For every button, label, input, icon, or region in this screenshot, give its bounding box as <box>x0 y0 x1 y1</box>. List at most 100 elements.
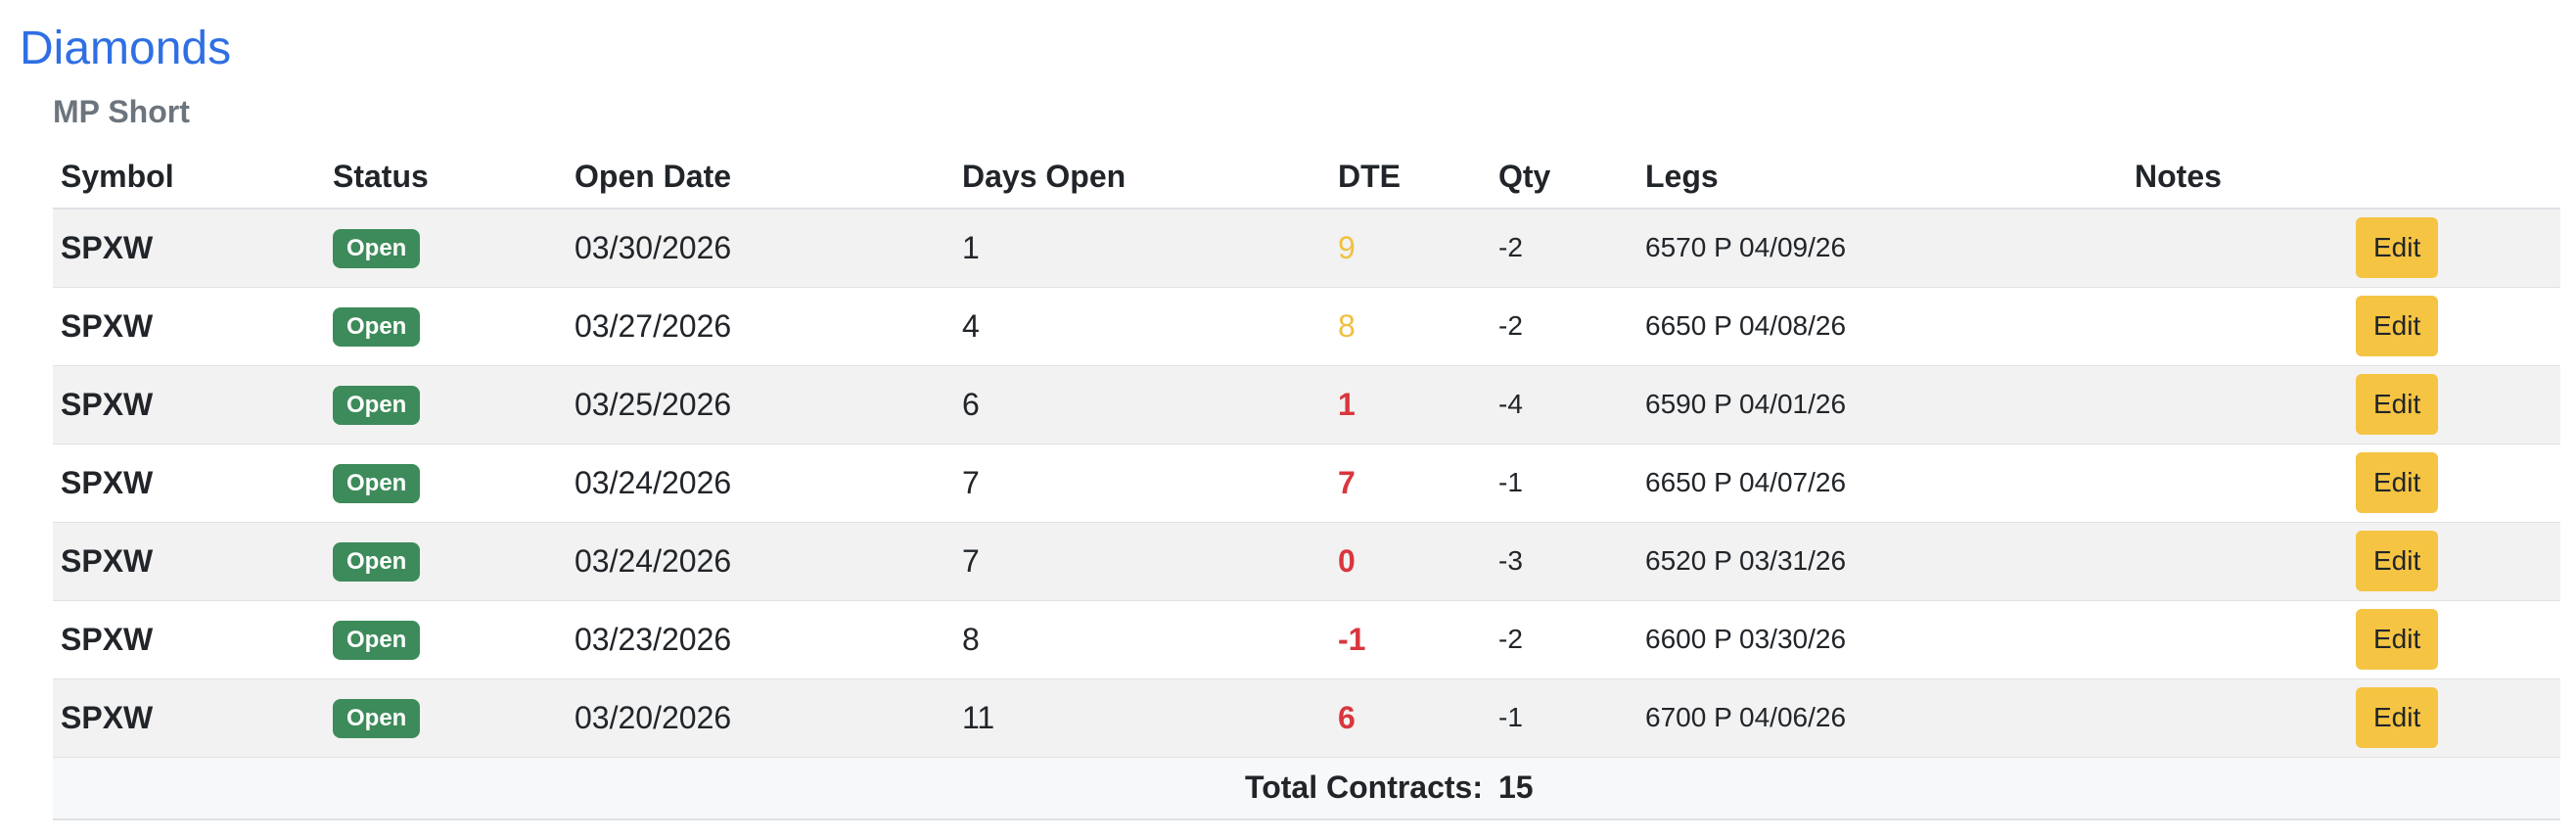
status-cell: Open <box>325 443 567 522</box>
dte-cell: 9 <box>1330 209 1491 287</box>
notes-cell <box>2127 365 2323 443</box>
edit-button[interactable]: Edit <box>2356 452 2439 513</box>
qty-cell: -2 <box>1498 624 1523 654</box>
table-row: SPXW Open 03/25/2026 6 1 -4 6590 P 04/01/26 Edi… <box>53 365 2560 443</box>
status-cell: Open <box>325 287 567 365</box>
symbol-cell: SPXW <box>61 307 154 344</box>
dte-cell: 1 <box>1330 365 1491 443</box>
legs-cell: 6700 P 04/06/26 <box>1645 702 1847 732</box>
open-date-cell: 03/23/2026 <box>575 621 732 657</box>
dte-cell: -1 <box>1330 600 1491 678</box>
column-header-days-open: Days Open <box>954 145 1330 210</box>
status-cell: Open <box>325 522 567 600</box>
column-header-dte: DTE <box>1330 145 1491 210</box>
dte-cell: 6 <box>1330 678 1491 757</box>
dte-value: 6 <box>1338 699 1356 735</box>
days-open-cell: 8 <box>962 621 980 657</box>
dte-value: 8 <box>1338 307 1356 344</box>
qty-cell: -4 <box>1498 389 1523 419</box>
status-cell: Open <box>325 678 567 757</box>
action-cell: Edit <box>2323 209 2560 287</box>
legs-cell: 6570 P 04/09/26 <box>1645 232 1847 263</box>
dte-value: 7 <box>1338 464 1356 500</box>
open-date-cell: 03/20/2026 <box>575 699 732 735</box>
legs-cell: 6650 P 04/08/26 <box>1645 310 1847 341</box>
qty-cell: -2 <box>1498 232 1523 263</box>
column-header-qty: Qty <box>1491 145 1637 210</box>
symbol-cell: SPXW <box>61 229 154 265</box>
edit-button[interactable]: Edit <box>2356 296 2439 356</box>
column-header-status: Status <box>325 145 567 210</box>
column-header-symbol: Symbol <box>53 145 325 210</box>
status-badge: Open <box>333 307 421 347</box>
edit-button[interactable]: Edit <box>2356 609 2439 670</box>
open-date-cell: 03/25/2026 <box>575 386 732 422</box>
days-open-cell: 1 <box>962 229 980 265</box>
open-date-cell: 03/24/2026 <box>575 542 732 579</box>
symbol-cell: SPXW <box>61 621 154 657</box>
action-cell: Edit <box>2323 522 2560 600</box>
table-header-row: Symbol Status Open Date Days Open DTE Qt… <box>53 145 2560 210</box>
table-row: SPXW Open 03/30/2026 1 9 -2 6570 P 04/09/26 Edi… <box>53 209 2560 287</box>
status-badge: Open <box>333 464 421 503</box>
action-cell: Edit <box>2323 287 2560 365</box>
positions-table: Symbol Status Open Date Days Open DTE Qt… <box>53 145 2560 820</box>
status-cell: Open <box>325 600 567 678</box>
status-cell: Open <box>325 365 567 443</box>
action-cell: Edit <box>2323 443 2560 522</box>
table-row: SPXW Open 03/20/2026 11 6 -1 6700 P 04/06/26 Ed… <box>53 678 2560 757</box>
dte-value: 9 <box>1338 229 1356 265</box>
dte-value: 0 <box>1338 542 1356 579</box>
legs-cell: 6600 P 03/30/26 <box>1645 624 1847 654</box>
table-row: SPXW Open 03/24/2026 7 7 -1 6650 P 04/07/26 Edi… <box>53 443 2560 522</box>
total-contracts-label: Total Contracts: <box>1245 770 1483 806</box>
days-open-cell: 7 <box>962 542 980 579</box>
notes-cell <box>2127 209 2323 287</box>
status-badge: Open <box>333 229 421 269</box>
symbol-cell: SPXW <box>61 699 154 735</box>
legs-cell: 6590 P 04/01/26 <box>1645 389 1847 419</box>
edit-button[interactable]: Edit <box>2356 374 2439 435</box>
action-cell: Edit <box>2323 365 2560 443</box>
table-row: SPXW Open 03/27/2026 4 8 -2 6650 P 04/08/26 Edi… <box>53 287 2560 365</box>
table-body: SPXW Open 03/30/2026 1 9 -2 6570 P 04/09/26 Edi… <box>53 209 2560 757</box>
table-row: SPXW Open 03/24/2026 7 0 -3 6520 P 03/31/26 Edi… <box>53 522 2560 600</box>
positions-table-container: Symbol Status Open Date Days Open DTE Qt… <box>53 145 2560 820</box>
symbol-cell: SPXW <box>61 542 154 579</box>
status-badge: Open <box>333 386 421 425</box>
qty-cell: -3 <box>1498 545 1523 576</box>
open-date-cell: 03/24/2026 <box>575 464 732 500</box>
qty-cell: -1 <box>1498 702 1523 732</box>
legs-cell: 6650 P 04/07/26 <box>1645 467 1847 497</box>
notes-cell <box>2127 678 2323 757</box>
notes-cell <box>2127 287 2323 365</box>
table-footer-row: Total Contracts: 15 <box>53 757 2560 819</box>
page-subtitle: MP Short <box>53 94 190 129</box>
days-open-cell: 7 <box>962 464 980 500</box>
legs-cell: 6520 P 03/31/26 <box>1645 545 1847 576</box>
open-date-cell: 03/27/2026 <box>575 307 732 344</box>
total-contracts-value: 15 <box>1498 770 1534 806</box>
table-row: SPXW Open 03/23/2026 8 -1 -2 6600 P 03/30/26 Ed… <box>53 600 2560 678</box>
days-open-cell: 6 <box>962 386 980 422</box>
action-cell: Edit <box>2323 600 2560 678</box>
action-cell: Edit <box>2323 678 2560 757</box>
edit-button[interactable]: Edit <box>2356 531 2439 591</box>
page-title: Diamonds <box>20 23 232 74</box>
dte-value: 1 <box>1338 386 1356 422</box>
days-open-cell: 4 <box>962 307 980 344</box>
dte-cell: 7 <box>1330 443 1491 522</box>
dte-cell: 8 <box>1330 287 1491 365</box>
edit-button[interactable]: Edit <box>2356 687 2439 748</box>
column-header-notes: Notes <box>2127 145 2323 210</box>
qty-cell: -2 <box>1498 310 1523 341</box>
open-date-cell: 03/30/2026 <box>575 229 732 265</box>
symbol-cell: SPXW <box>61 464 154 500</box>
dte-cell: 0 <box>1330 522 1491 600</box>
edit-button[interactable]: Edit <box>2356 217 2439 279</box>
notes-cell <box>2127 443 2323 522</box>
days-open-cell: 11 <box>962 699 995 735</box>
column-header-legs: Legs <box>1637 145 2127 210</box>
symbol-cell: SPXW <box>61 386 154 422</box>
status-badge: Open <box>333 542 421 582</box>
